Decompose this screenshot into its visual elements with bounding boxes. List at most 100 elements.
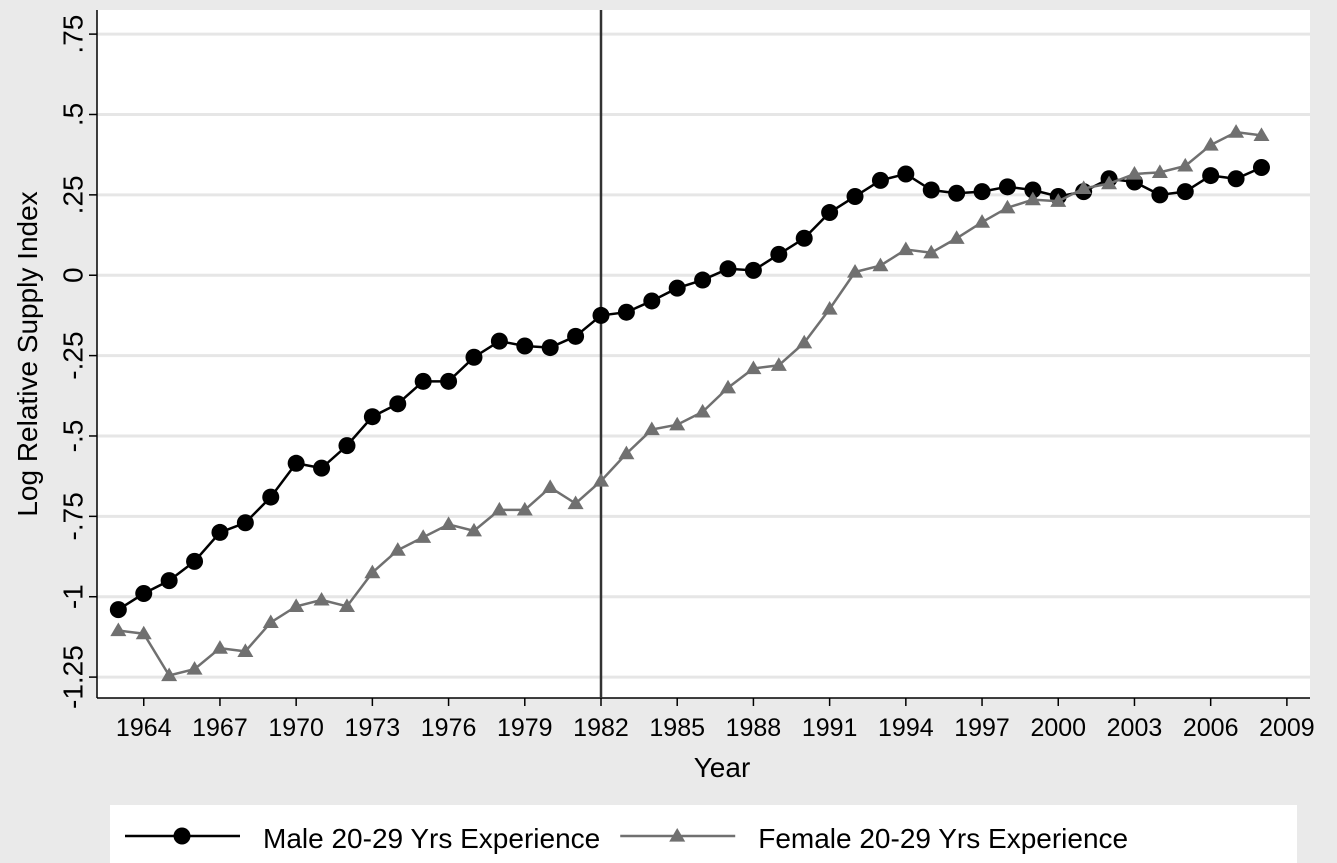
x-tick-label: 1967 xyxy=(192,714,248,742)
x-tick-label: 2006 xyxy=(1183,714,1239,742)
y-axis-label: Log Relative Supply Index xyxy=(12,191,43,516)
marker xyxy=(313,591,330,606)
marker xyxy=(516,337,534,355)
marker xyxy=(236,514,254,532)
marker xyxy=(871,171,889,189)
marker xyxy=(364,564,381,579)
marker xyxy=(1252,159,1270,177)
marker xyxy=(389,395,407,413)
marker xyxy=(516,501,533,516)
marker xyxy=(669,416,686,431)
marker xyxy=(897,165,915,183)
marker xyxy=(744,261,762,279)
marker xyxy=(1227,170,1245,188)
y-tick-label: -1 xyxy=(57,584,88,609)
marker xyxy=(135,585,153,603)
x-tick-label: 1997 xyxy=(954,714,1010,742)
marker xyxy=(694,403,711,418)
marker xyxy=(720,379,737,394)
marker xyxy=(288,598,305,612)
marker xyxy=(465,522,482,537)
marker xyxy=(923,244,940,259)
marker xyxy=(872,257,889,272)
marker xyxy=(745,360,762,375)
x-axis-label: Year xyxy=(694,752,751,783)
marker xyxy=(669,828,686,842)
x-tick-label: 2003 xyxy=(1107,714,1163,742)
marker xyxy=(237,643,254,657)
marker xyxy=(110,622,127,637)
marker xyxy=(313,459,331,477)
x-tick-label: 1994 xyxy=(878,714,934,742)
marker xyxy=(592,306,610,324)
marker xyxy=(1176,183,1194,201)
marker xyxy=(161,667,178,682)
marker xyxy=(211,640,228,654)
marker xyxy=(211,523,229,541)
marker xyxy=(973,183,991,201)
marker xyxy=(694,271,712,289)
legend-label: Female 20-29 Yrs Experience xyxy=(758,823,1128,854)
marker xyxy=(770,357,787,371)
marker xyxy=(999,199,1016,214)
x-tick-label: 1976 xyxy=(421,714,477,742)
marker xyxy=(618,445,635,460)
x-tick-label: 2000 xyxy=(1030,714,1086,742)
y-tick-label: -.25 xyxy=(57,331,88,379)
marker xyxy=(821,204,839,222)
marker xyxy=(1177,157,1194,172)
marker xyxy=(541,339,559,357)
x-tick-label: 1979 xyxy=(497,714,553,742)
x-tick-label: 1982 xyxy=(573,714,629,742)
y-tick-label: .75 xyxy=(57,15,88,54)
marker xyxy=(897,241,914,256)
marker xyxy=(821,300,838,315)
marker xyxy=(414,372,432,390)
y-tick-label: -.5 xyxy=(57,420,88,453)
marker xyxy=(1024,181,1042,199)
y-tick-label: -.75 xyxy=(57,492,88,540)
plot-area xyxy=(97,10,1310,698)
marker xyxy=(1202,167,1220,185)
marker xyxy=(1253,127,1270,141)
marker xyxy=(173,827,191,845)
marker xyxy=(338,437,356,455)
marker xyxy=(491,501,508,516)
marker xyxy=(643,292,661,310)
marker xyxy=(440,516,457,530)
marker xyxy=(592,472,609,487)
x-tick-label: 1985 xyxy=(649,714,705,742)
marker xyxy=(160,572,178,590)
marker xyxy=(847,264,864,278)
x-tick-label: 1970 xyxy=(268,714,324,742)
marker xyxy=(542,479,559,494)
marker xyxy=(287,454,305,472)
y-tick-label: .5 xyxy=(57,103,88,126)
marker xyxy=(617,303,635,321)
marker xyxy=(1075,180,1092,195)
marker xyxy=(770,245,788,263)
marker xyxy=(490,332,508,350)
y-tick-label: -1.25 xyxy=(57,645,88,709)
y-tick-label: 0 xyxy=(57,267,88,283)
marker xyxy=(922,181,940,199)
x-tick-label: 1964 xyxy=(116,714,172,742)
marker xyxy=(974,214,991,228)
marker xyxy=(415,529,432,543)
marker xyxy=(1101,175,1118,190)
marker xyxy=(1024,191,1041,206)
marker xyxy=(948,230,965,244)
marker xyxy=(719,260,737,278)
marker xyxy=(643,421,660,436)
marker xyxy=(567,327,585,345)
marker xyxy=(567,495,584,510)
marker xyxy=(1151,186,1169,204)
marker xyxy=(948,184,966,202)
marker xyxy=(1151,164,1168,178)
marker xyxy=(363,408,381,426)
marker xyxy=(1126,165,1143,180)
marker xyxy=(1050,193,1067,207)
legend-label: Male 20-29 Yrs Experience xyxy=(263,823,600,854)
marker xyxy=(186,552,204,570)
